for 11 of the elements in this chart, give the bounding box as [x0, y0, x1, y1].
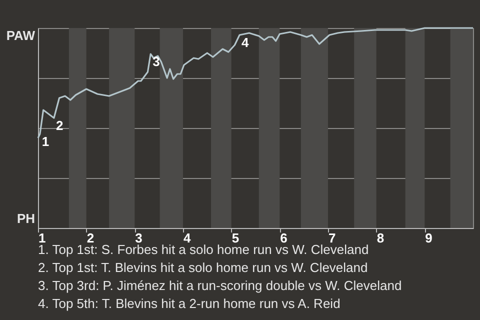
- annotation: 4: [242, 35, 250, 50]
- x-tick-label: 9: [425, 230, 432, 246]
- text: PH: [16, 211, 35, 226]
- text: 4. Top 5th: T. Blevins hit a 2-run home run vs A. Reid: [38, 296, 340, 311]
- annotation: 3: [152, 54, 160, 69]
- text: PAW: [6, 28, 36, 43]
- text: 3. Top 3rd: P. Jiménez hit a run-scoring double vs W. Cleveland: [38, 278, 402, 293]
- annotation: 2: [56, 118, 64, 133]
- text: 2. Top 1st: T. Blevins hit a solo home run vs W. Cleveland: [38, 260, 368, 275]
- annotation: 1: [42, 134, 50, 149]
- x-tick-label: 8: [376, 230, 384, 246]
